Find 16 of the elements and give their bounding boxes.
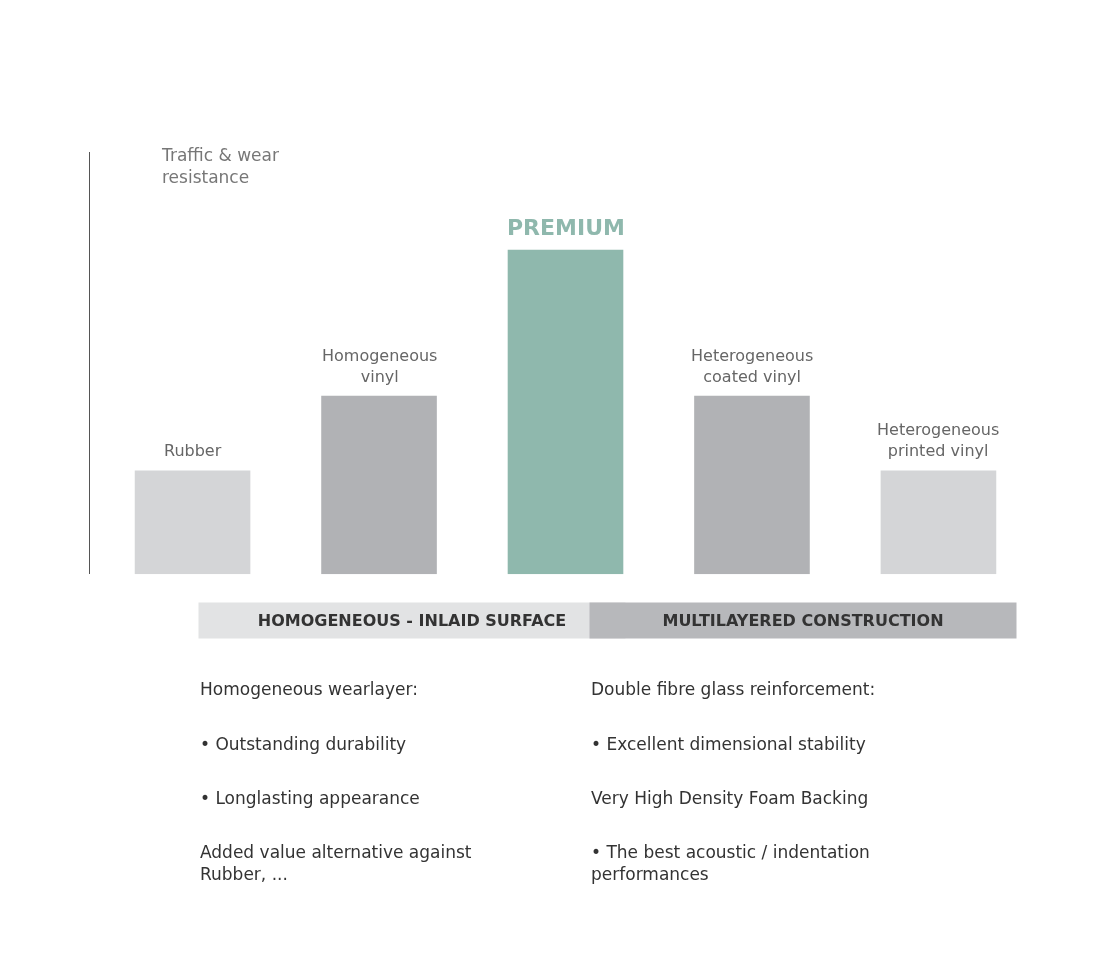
text: Double fibre glass reinforcement:	[591, 679, 876, 699]
y-axis-title: Traffic & wear resistance	[161, 145, 279, 188]
x-tick-label: Heterogeneous printed vinyl	[877, 420, 1000, 460]
text: • Outstanding durability	[200, 734, 407, 754]
x-tick-label: PREMIUM	[507, 215, 625, 240]
x-tick-label: Rubber	[164, 441, 222, 460]
text: • Excellent dimensional stability	[591, 734, 866, 754]
text: MULTILAYERED CONSTRUCTION	[662, 611, 944, 630]
text: • The best acoustic / indentation performances	[591, 842, 870, 885]
text: Added value alternative against Rubber, ...	[200, 842, 472, 885]
x-tick-label: Heterogeneous coated vinyl	[691, 346, 814, 386]
text: • Longlasting appearance	[200, 788, 420, 808]
x-tick-label: Homogeneous vinyl	[322, 346, 438, 386]
text: Very High Density Foam Backing	[591, 788, 869, 808]
text: HOMOGENEOUS - INLAID SURFACE	[257, 611, 567, 630]
text: Homogeneous wearlayer:	[200, 679, 418, 699]
